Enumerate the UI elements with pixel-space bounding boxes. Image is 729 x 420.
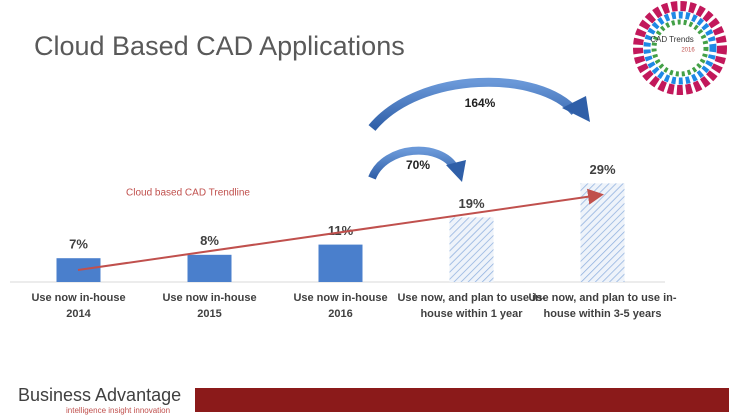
x-tick-label: Use now in-house 2016 (293, 292, 387, 320)
logo: CAD Trends 2016 (633, 1, 727, 95)
bar (580, 183, 625, 282)
x-tick-label: Use now in-house 2014 (31, 292, 125, 320)
value-label: 11% (328, 223, 354, 238)
x-tick-label: Use now in-house 2015 (162, 292, 256, 320)
logo-title: CAD Trends (650, 35, 694, 44)
bars: 7% Use now in-house 2014 8% Use now in-house… (31, 162, 676, 320)
value-label: 29% (589, 162, 615, 177)
arrowhead (562, 96, 590, 122)
logo-year: 2016 (681, 48, 695, 54)
arrow (368, 77, 579, 131)
x-tick-label: Use now, and plan to use in-house within… (397, 292, 545, 320)
annotation: 70% (406, 158, 430, 172)
trendline-label: Cloud based CAD Trendline (126, 188, 250, 199)
bar (318, 244, 363, 282)
bar (449, 217, 494, 282)
x-tick-label: Use now, and plan to use in-house within… (528, 292, 676, 320)
slide-title: Cloud Based CAD Applications (34, 31, 405, 61)
arrow (368, 146, 459, 180)
annotation: 164% (465, 96, 496, 110)
bar (187, 254, 232, 282)
arrowhead (446, 160, 466, 182)
value-label: 8% (200, 233, 219, 248)
footer-band (195, 388, 729, 412)
value-label: 19% (458, 196, 484, 211)
footer-brand: Business Advantage (18, 385, 181, 405)
footer-tagline: intelligence insight innovation (66, 406, 170, 415)
value-label: 7% (69, 237, 88, 252)
trendline (77, 188, 604, 271)
